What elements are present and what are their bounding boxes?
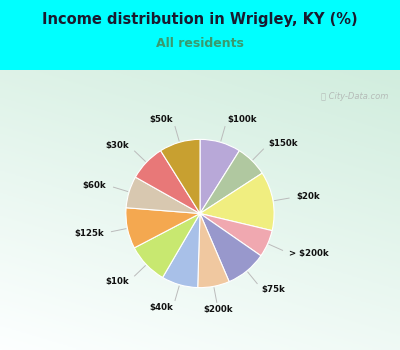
Wedge shape [163, 214, 200, 288]
Text: > $200k: > $200k [289, 249, 329, 258]
Wedge shape [134, 214, 200, 278]
Wedge shape [126, 208, 200, 248]
Text: $125k: $125k [74, 229, 104, 238]
Text: $30k: $30k [106, 141, 129, 150]
Text: $40k: $40k [149, 303, 173, 312]
Wedge shape [198, 214, 229, 288]
Wedge shape [126, 177, 200, 214]
Text: $100k: $100k [227, 115, 257, 124]
Wedge shape [200, 151, 262, 214]
Text: Income distribution in Wrigley, KY (%): Income distribution in Wrigley, KY (%) [42, 12, 358, 27]
Wedge shape [200, 214, 272, 256]
Text: $60k: $60k [83, 181, 106, 189]
Text: $20k: $20k [296, 193, 320, 201]
Wedge shape [200, 173, 274, 231]
Wedge shape [200, 139, 239, 214]
Text: ⓘ City-Data.com: ⓘ City-Data.com [321, 92, 388, 102]
Wedge shape [136, 151, 200, 214]
Wedge shape [200, 214, 261, 282]
Text: $50k: $50k [149, 115, 173, 124]
Text: $150k: $150k [269, 139, 298, 148]
Text: All residents: All residents [156, 37, 244, 50]
Text: $200k: $200k [203, 305, 233, 314]
Text: $10k: $10k [106, 276, 129, 286]
Text: $75k: $75k [262, 285, 286, 294]
Wedge shape [161, 139, 200, 214]
